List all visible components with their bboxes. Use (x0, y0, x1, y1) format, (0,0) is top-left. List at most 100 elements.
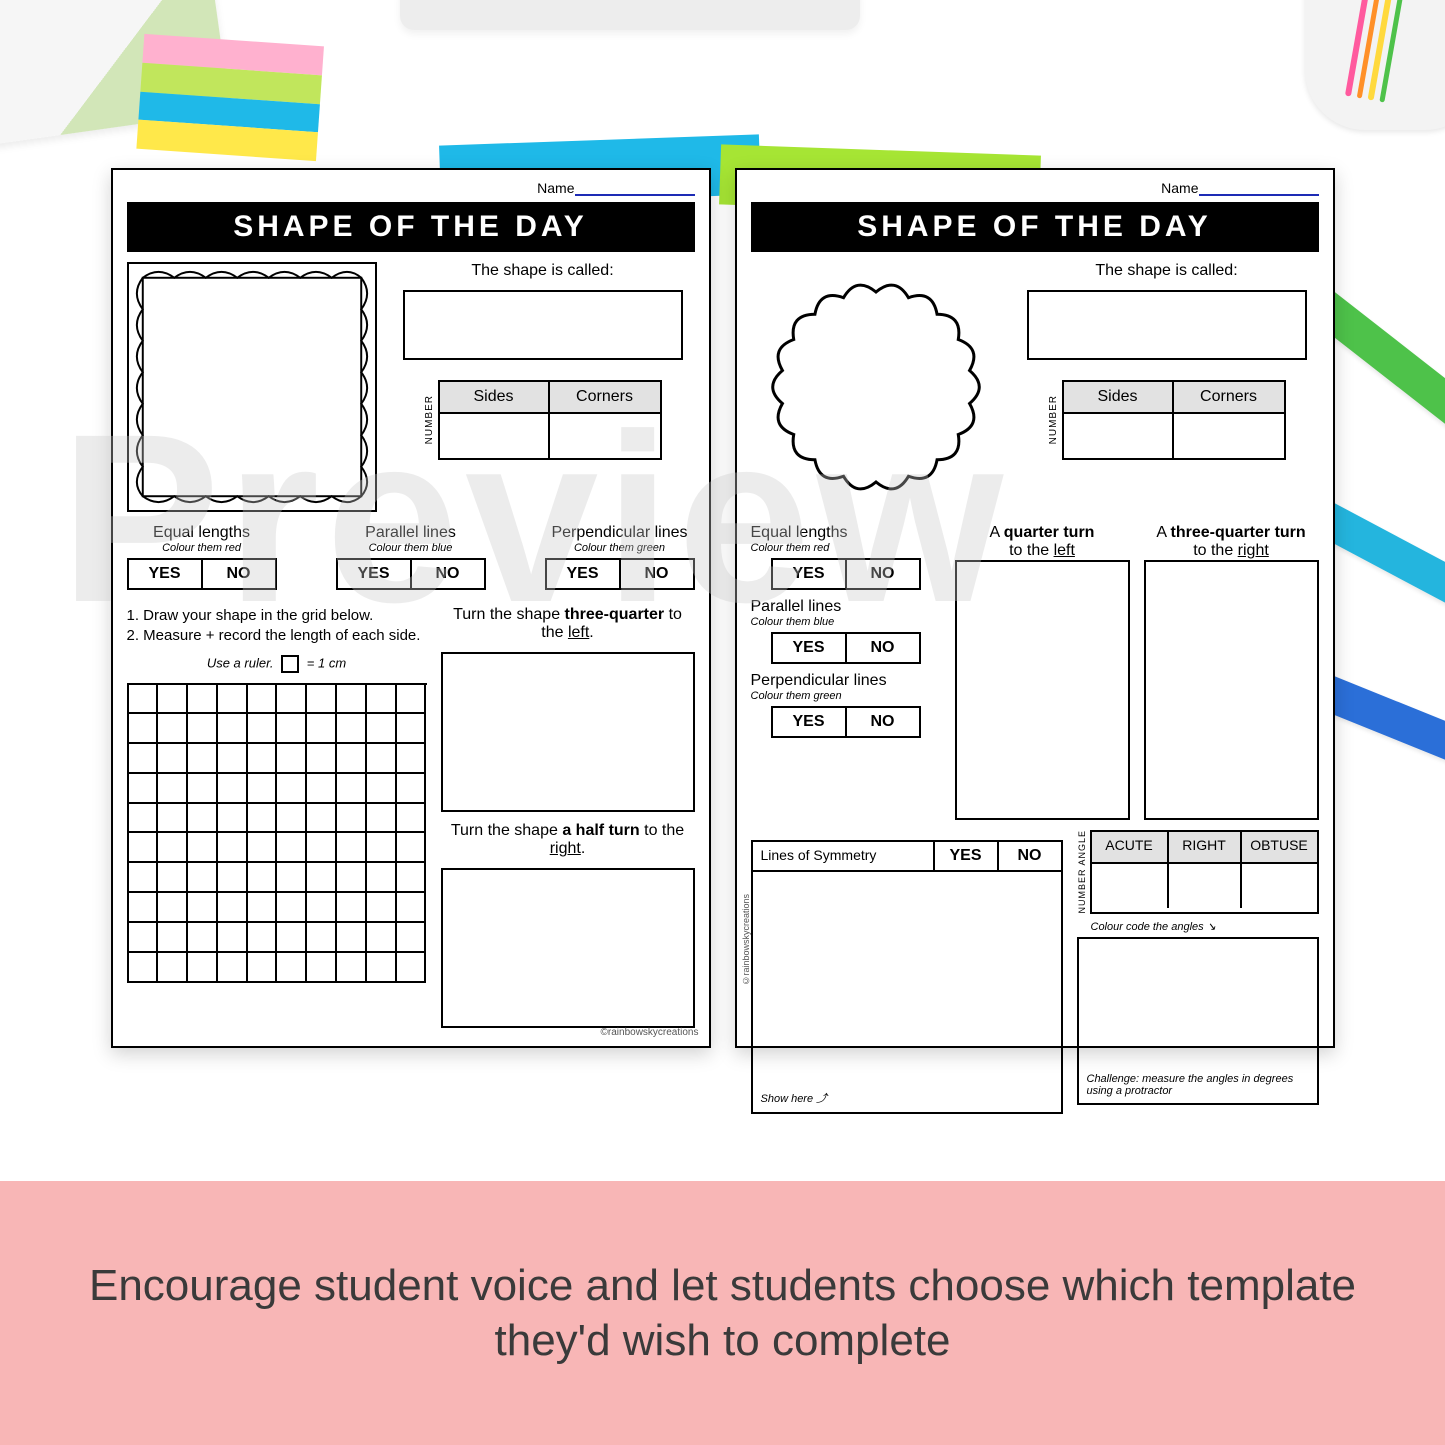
sym-no: NO (997, 842, 1061, 870)
prop-sticky-notes (136, 34, 324, 166)
cell-sides (1064, 414, 1174, 458)
yn-row: Equal lengths Colour them red YESNO Para… (127, 524, 695, 590)
shape-frame-square (127, 262, 377, 512)
yn-equal: Equal lengths Colour them red YESNO (127, 524, 277, 590)
threequarter-turn: A three-quarter turn to the right (1144, 524, 1319, 820)
s2-bottom-right: NUMBER ANGLE ACUTE RIGHT OBTUSE Colour c… (1077, 830, 1319, 1114)
right-top: The shape is called: NUMBER Sides Corner… (391, 262, 695, 512)
yn-parallel-title: Parallel lines (751, 598, 941, 616)
yn-equal-sub: Colour them red (127, 542, 277, 554)
cm-swatch (281, 655, 299, 673)
yn-equal-no: NO (847, 560, 919, 588)
yn-perp-no: NO (847, 708, 919, 736)
yn-parallel-no: NO (847, 634, 919, 662)
cell-right (1167, 864, 1242, 908)
ruler-b: = 1 cm (307, 655, 346, 670)
s2-mid: Equal lengths Colour them red YESNO Para… (751, 524, 1319, 820)
prop-tray (400, 0, 860, 30)
yn-parallel-yes: YES (338, 560, 412, 588)
hdr-sides: Sides (1064, 382, 1174, 414)
yn-parallel-sub: Colour them blue (336, 542, 486, 554)
lower-row: 1. Draw your shape in the grid below. 2.… (127, 606, 695, 1028)
yn-parallel: Parallel lines Colour them blue YESNO (336, 524, 486, 590)
worksheet-title: SHAPE OF THE DAY (751, 202, 1319, 252)
yn-perp-title: Perpendicular lines (545, 524, 695, 542)
yn-equal: Equal lengths Colour them red YESNO (751, 524, 941, 590)
cell-acute (1092, 864, 1167, 908)
q-turn-box (955, 560, 1130, 820)
s2-bottom: Lines of Symmetry YES NO Show here ⤴ NUM… (751, 830, 1319, 1114)
angle-wrap: NUMBER ANGLE ACUTE RIGHT OBTUSE (1077, 830, 1319, 914)
number-vlabel: NUMBER (424, 395, 435, 444)
ruler-a: Use a ruler. (207, 655, 274, 670)
angle-box: Challenge: measure the angles in degrees… (1077, 937, 1319, 1105)
credit-text: ©rainbowskycreations (741, 894, 751, 986)
yn-parallel-yes: YES (773, 634, 847, 662)
hdr-acute: ACUTE (1092, 832, 1167, 864)
name-label: Name (1161, 180, 1198, 196)
turn2-box (441, 868, 695, 1028)
yn-perp-sub: Colour them green (545, 542, 695, 554)
name-field: Name (127, 180, 695, 196)
yn-perpendicular: Perpendicular lines Colour them green YE… (545, 524, 695, 590)
cell-corners (550, 414, 660, 458)
challenge-note: Challenge: measure the angles in degrees… (1087, 1073, 1317, 1097)
top-row: The shape is called: NUMBER Sides Corner… (751, 262, 1319, 512)
cell-obtuse (1242, 864, 1317, 908)
yn-perpendicular: Perpendicular lines Colour them green YE… (751, 672, 941, 738)
yn-perp-yes: YES (547, 560, 621, 588)
instr-2: 2. Measure + record the length of each s… (127, 626, 427, 646)
hdr-obtuse: OBTUSE (1242, 832, 1317, 864)
lower-right: Turn the shape three-quarter to the left… (441, 606, 695, 1028)
yn-perp-sub: Colour them green (751, 690, 941, 702)
q-turn-label: A quarter turn to the left (955, 524, 1130, 560)
angle-vlabel: NUMBER ANGLE (1077, 830, 1087, 914)
sym-yes: YES (933, 842, 997, 870)
show-here-note: Show here ⤴ (761, 1090, 828, 1106)
name-label: Name (537, 180, 574, 196)
symmetry-row: Lines of Symmetry YES NO (751, 840, 1063, 872)
yn-equal-title: Equal lengths (127, 524, 277, 542)
instructions: 1. Draw your shape in the grid below. 2.… (127, 606, 427, 647)
yn-equal-yes: YES (129, 560, 203, 588)
sides-corners-table: Sides Corners (438, 380, 662, 460)
yn-parallel-no: NO (412, 560, 484, 588)
cell-sides (440, 414, 550, 458)
yn-parallel-title: Parallel lines (336, 524, 486, 542)
shape-called-label: The shape is called: (471, 262, 613, 280)
right-top: The shape is called: NUMBER Sides Corner… (1015, 262, 1319, 512)
yn-parallel: Parallel lines Colour them blue YESNO (751, 598, 941, 664)
yn-equal-no: NO (203, 560, 275, 588)
tq-turn-label: A three-quarter turn to the right (1144, 524, 1319, 560)
yn-parallel-sub: Colour them blue (751, 616, 941, 628)
turn1-box (441, 652, 695, 812)
hdr-corners: Corners (550, 382, 660, 414)
yn-equal-sub: Colour them red (751, 542, 941, 554)
number-vlabel: NUMBER (1048, 395, 1059, 444)
turn1-label: Turn the shape three-quarter to the left… (441, 606, 695, 642)
worksheet-2: Name SHAPE OF THE DAY The shape is calle… (735, 168, 1335, 1048)
colour-code-note: Colour code the angles ↘ (1091, 920, 1319, 933)
top-row: The shape is called: NUMBER Sides Corner… (127, 262, 695, 512)
yn-perp-no: NO (621, 560, 693, 588)
yn-perp-yes: YES (773, 708, 847, 736)
worksheet-title: SHAPE OF THE DAY (127, 202, 695, 252)
s2-bottom-left: Lines of Symmetry YES NO Show here ⤴ (751, 830, 1063, 1114)
ruler-note: Use a ruler. = 1 cm (127, 655, 427, 673)
shape-name-box (1027, 290, 1307, 360)
drawing-grid (127, 683, 427, 983)
tq-turn-box (1144, 560, 1319, 820)
hdr-right: RIGHT (1167, 832, 1242, 864)
caption-band: Encourage student voice and let students… (0, 1181, 1445, 1445)
instr-1: 1. Draw your shape in the grid below. (127, 606, 427, 626)
caption-text: Encourage student voice and let students… (80, 1258, 1365, 1368)
hdr-corners: Corners (1174, 382, 1284, 414)
shape-called-label: The shape is called: (1095, 262, 1237, 280)
s2-turns: A quarter turn to the left A three-quart… (955, 524, 1319, 820)
cell-corners (1174, 414, 1284, 458)
name-field: Name (751, 180, 1319, 196)
worksheet-1: Name SHAPE OF THE DAY The shape is calle… (111, 168, 711, 1048)
s2-left-column: Equal lengths Colour them red YESNO Para… (751, 524, 941, 820)
hdr-sides: Sides (440, 382, 550, 414)
yn-perp-title: Perpendicular lines (751, 672, 941, 690)
